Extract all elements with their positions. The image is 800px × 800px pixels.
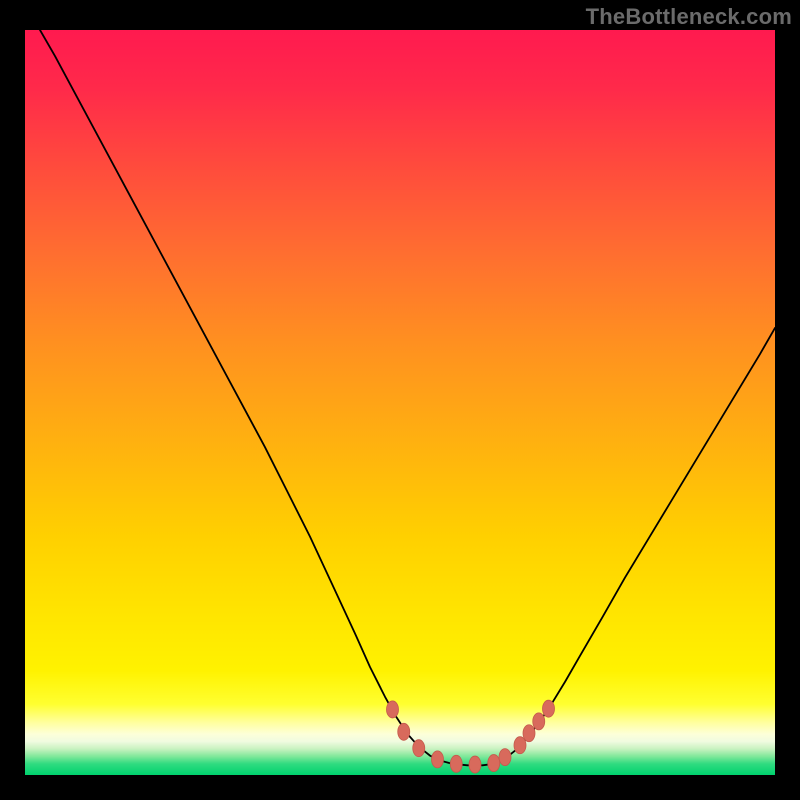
chart-canvas: TheBottleneck.com <box>0 0 800 800</box>
marker-point <box>533 713 545 730</box>
marker-point <box>514 737 526 754</box>
plot-area <box>25 30 775 775</box>
marker-point <box>488 755 500 772</box>
marker-point <box>387 701 399 718</box>
marker-point <box>543 700 555 717</box>
marker-point <box>413 740 425 757</box>
marker-point <box>469 756 481 773</box>
markers-group <box>387 700 555 773</box>
marker-point <box>523 725 535 742</box>
marker-point <box>432 751 444 768</box>
marker-point <box>499 749 511 766</box>
watermark-text: TheBottleneck.com <box>586 4 792 30</box>
marker-series <box>25 30 775 775</box>
marker-point <box>450 755 462 772</box>
marker-point <box>398 723 410 740</box>
